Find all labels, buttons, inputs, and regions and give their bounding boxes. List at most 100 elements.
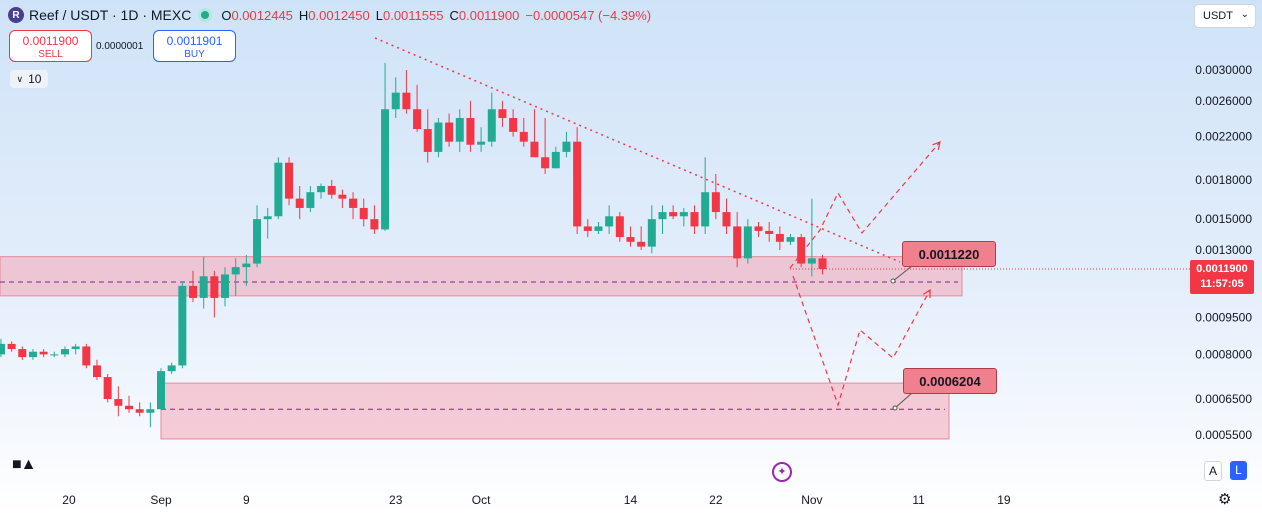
buy-button[interactable]: 0.0011901 BUY xyxy=(153,30,236,62)
candle-body xyxy=(167,365,176,372)
candle-body xyxy=(765,230,774,234)
candle-body xyxy=(124,405,133,410)
log-scale-button[interactable]: L xyxy=(1230,461,1247,480)
candle-body xyxy=(253,219,262,264)
candle-body xyxy=(199,276,208,298)
low-value: 0.0011555 xyxy=(382,7,444,23)
sell-button[interactable]: 0.0011900 SELL xyxy=(9,30,92,62)
level-label-upper[interactable]: 0.0011220 xyxy=(902,241,996,267)
candle-body xyxy=(381,109,390,230)
y-tick-label: 0.0026000 xyxy=(1195,94,1252,108)
candle-body xyxy=(114,399,123,406)
x-tick-label: Oct xyxy=(472,493,491,507)
candle-body xyxy=(690,212,699,227)
x-tick-label: 19 xyxy=(997,493,1011,507)
level-anchor xyxy=(890,278,896,284)
candle-body xyxy=(658,212,667,220)
change-value: −0.0000547 (−4.39%) xyxy=(525,7,652,23)
chevron-down-icon: ∨ xyxy=(16,73,24,84)
low-label: L xyxy=(375,7,383,23)
candle-body xyxy=(359,207,368,220)
candle-body xyxy=(733,226,742,259)
high-value: 0.0012450 xyxy=(308,7,370,23)
candle-body xyxy=(711,192,720,213)
candle-body xyxy=(434,122,443,152)
candle-body xyxy=(669,212,678,217)
candle-body xyxy=(541,157,550,169)
auto-scale-button[interactable]: A xyxy=(1204,461,1222,481)
candle-body xyxy=(573,141,582,227)
tradingview-logo-icon[interactable]: ■▲ xyxy=(12,456,36,473)
level-label-lower[interactable]: 0.0006204 xyxy=(903,368,997,394)
candle-body xyxy=(349,198,358,208)
candle-body xyxy=(60,349,69,355)
y-tick-label: 0.0013000 xyxy=(1195,243,1252,257)
candle-body xyxy=(103,377,112,400)
candle-body xyxy=(50,354,59,356)
candle-countdown: 11:57:05 xyxy=(1200,278,1244,290)
candle-body xyxy=(135,409,144,413)
candle-body xyxy=(82,346,91,366)
candle-body xyxy=(775,233,784,242)
resistance-trendline xyxy=(374,37,901,263)
sell-label: SELL xyxy=(38,49,63,60)
symbol-title[interactable]: Reef / USDT · 1D · MEXC xyxy=(29,7,192,23)
candle-body xyxy=(146,409,155,413)
market-open-icon xyxy=(201,11,210,19)
y-tick-label: 0.0018000 xyxy=(1195,173,1252,187)
candle-body xyxy=(466,118,475,145)
magic-indicator-icon[interactable]: ✦ xyxy=(772,462,792,482)
candle-body xyxy=(722,212,731,227)
candle-body xyxy=(285,162,294,199)
candle-body xyxy=(178,285,187,366)
candle-body xyxy=(7,343,16,350)
candle-body xyxy=(477,141,486,145)
candle-body xyxy=(487,109,496,142)
candle-body xyxy=(338,194,347,199)
candle-body xyxy=(797,237,806,264)
candle-body xyxy=(221,274,230,298)
candle-body xyxy=(562,141,571,152)
support-zone-1 xyxy=(160,382,950,440)
x-tick-label: 23 xyxy=(389,493,403,507)
currency-select[interactable]: USDT ⌄ xyxy=(1194,4,1256,28)
candle-body xyxy=(0,343,5,355)
candle-body xyxy=(605,216,614,227)
level-pointer xyxy=(892,265,913,282)
candle-body xyxy=(583,226,592,231)
candle-body xyxy=(413,109,422,130)
candle-body xyxy=(274,162,283,217)
candle-body xyxy=(317,185,326,193)
x-tick-label: 22 xyxy=(709,493,723,507)
sell-price: 0.0011900 xyxy=(22,34,79,48)
y-tick-label: 0.0030000 xyxy=(1195,63,1252,77)
y-tick-label: 0.0009500 xyxy=(1195,310,1252,324)
indicators-toggle[interactable]: ∨ 10 xyxy=(10,70,48,88)
settings-gear-icon[interactable]: ⚙ xyxy=(1218,491,1232,508)
candle-body xyxy=(370,219,379,230)
close-label: C xyxy=(449,7,459,23)
open-value: 0.0012445 xyxy=(231,7,293,23)
open-label: O xyxy=(221,7,232,23)
candle-body xyxy=(263,216,272,220)
indicators-count: 10 xyxy=(28,72,42,86)
candle-body xyxy=(818,258,827,269)
candle-body xyxy=(626,237,635,242)
candle-body xyxy=(786,237,795,242)
candle-body xyxy=(647,219,656,247)
last-price-value: 0.0011900 xyxy=(1196,263,1248,275)
candle-body xyxy=(551,151,560,169)
candle-body xyxy=(701,192,710,227)
projection-arrow-1 xyxy=(922,288,931,299)
candle-body xyxy=(402,92,411,110)
candle-body xyxy=(391,92,400,110)
projection-path-1 xyxy=(792,275,931,407)
candle-body xyxy=(189,285,198,298)
high-label: H xyxy=(298,7,309,23)
buy-price: 0.0011901 xyxy=(166,34,223,48)
candle-body xyxy=(679,212,688,217)
candle-body xyxy=(498,109,507,119)
candle-body xyxy=(423,129,432,152)
buy-label: BUY xyxy=(184,49,205,60)
